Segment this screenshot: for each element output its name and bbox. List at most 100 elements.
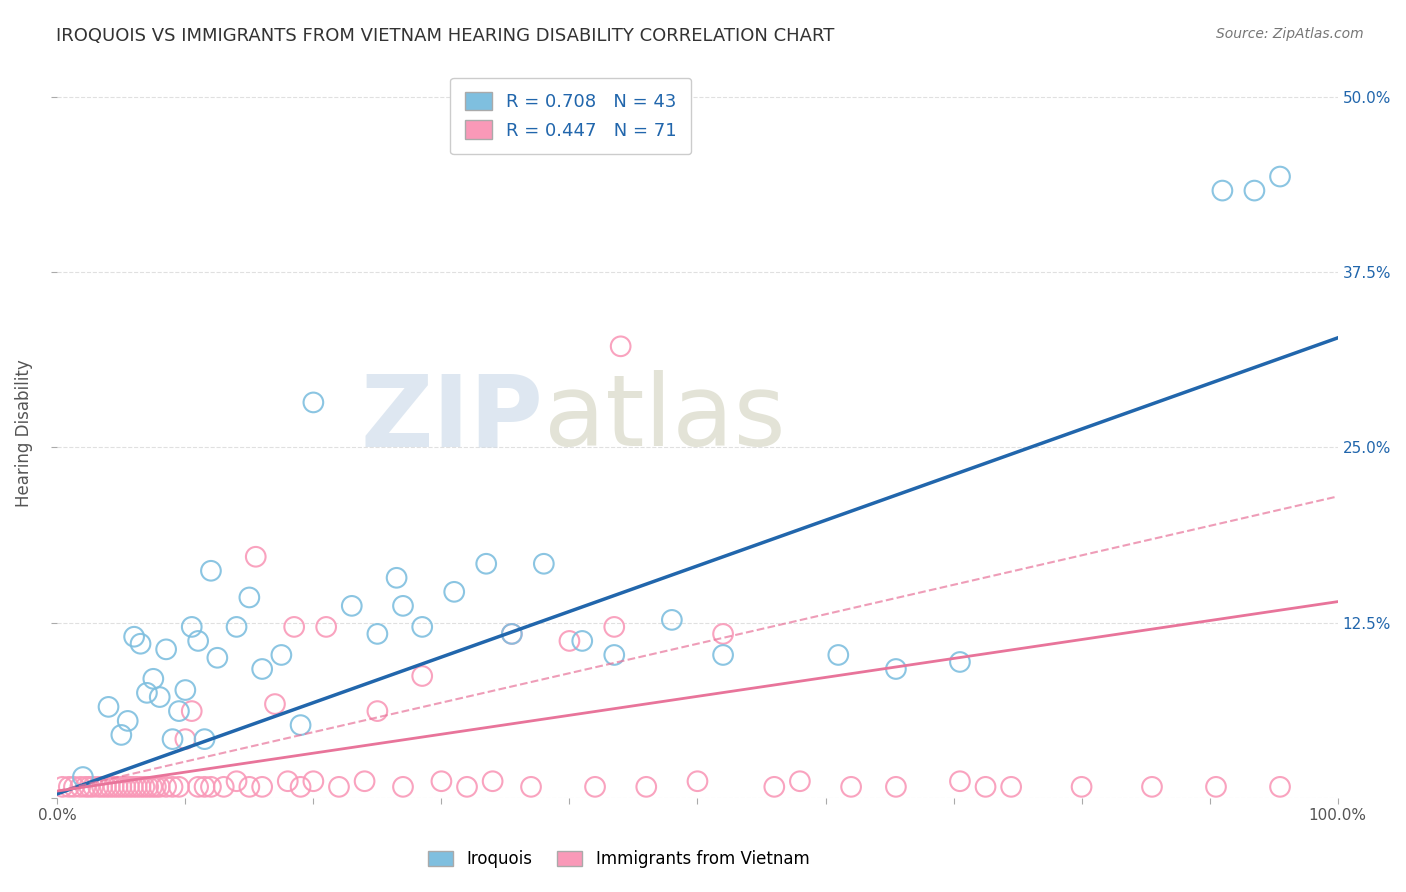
Point <box>501 627 523 641</box>
Point <box>636 780 658 794</box>
Point <box>167 704 190 718</box>
Point <box>340 599 363 613</box>
Point <box>118 780 141 794</box>
Point <box>385 571 408 585</box>
Point <box>212 780 235 794</box>
Point <box>149 690 172 704</box>
Point <box>207 650 229 665</box>
Point <box>180 704 202 718</box>
Point <box>187 634 209 648</box>
Point <box>1140 780 1163 794</box>
Point <box>411 669 433 683</box>
Point <box>91 780 114 794</box>
Point <box>245 549 267 564</box>
Point <box>155 642 177 657</box>
Point <box>839 780 862 794</box>
Point <box>187 780 209 794</box>
Point <box>711 648 734 662</box>
Point <box>1070 780 1092 794</box>
Point <box>63 780 86 794</box>
Point <box>145 780 167 794</box>
Point <box>392 599 415 613</box>
Text: ZIP: ZIP <box>361 370 544 467</box>
Point <box>270 648 292 662</box>
Point <box>763 780 786 794</box>
Point <box>609 339 631 353</box>
Point <box>149 780 172 794</box>
Point <box>411 620 433 634</box>
Point <box>121 780 143 794</box>
Point <box>200 564 222 578</box>
Point <box>110 728 132 742</box>
Point <box>129 780 152 794</box>
Point <box>558 634 581 648</box>
Point <box>501 627 523 641</box>
Point <box>283 620 305 634</box>
Point <box>155 780 177 794</box>
Point <box>481 774 503 789</box>
Point <box>79 780 101 794</box>
Point <box>162 780 184 794</box>
Point <box>302 774 325 789</box>
Point <box>87 780 110 794</box>
Point <box>302 395 325 409</box>
Point <box>1268 780 1291 794</box>
Point <box>949 774 972 789</box>
Point <box>827 648 849 662</box>
Point <box>711 627 734 641</box>
Point <box>136 686 159 700</box>
Point <box>58 780 80 794</box>
Legend: Iroquois, Immigrants from Vietnam: Iroquois, Immigrants from Vietnam <box>422 844 815 875</box>
Point <box>141 780 163 794</box>
Point <box>475 557 498 571</box>
Point <box>974 780 997 794</box>
Point <box>315 620 337 634</box>
Y-axis label: Hearing Disability: Hearing Disability <box>15 359 32 508</box>
Point <box>72 770 94 784</box>
Point <box>1211 184 1233 198</box>
Text: Source: ZipAtlas.com: Source: ZipAtlas.com <box>1216 27 1364 41</box>
Point <box>686 774 709 789</box>
Point <box>366 704 388 718</box>
Point <box>162 732 184 747</box>
Point <box>884 780 907 794</box>
Point <box>1268 169 1291 184</box>
Point <box>142 672 165 686</box>
Point <box>134 780 156 794</box>
Point <box>571 634 593 648</box>
Point <box>583 780 606 794</box>
Point <box>82 780 104 794</box>
Point <box>949 655 972 669</box>
Point <box>353 774 375 789</box>
Text: atlas: atlas <box>544 370 786 467</box>
Point <box>290 718 312 732</box>
Point <box>238 780 260 794</box>
Point <box>456 780 478 794</box>
Point <box>238 591 260 605</box>
Point <box>603 648 626 662</box>
Point <box>290 780 312 794</box>
Point <box>1205 780 1227 794</box>
Point <box>174 683 197 698</box>
Point <box>129 637 152 651</box>
Point <box>225 620 247 634</box>
Point <box>114 780 136 794</box>
Point <box>98 780 121 794</box>
Point <box>225 774 247 789</box>
Point <box>51 780 73 794</box>
Point <box>97 699 120 714</box>
Point <box>180 620 202 634</box>
Point <box>250 662 273 676</box>
Point <box>430 774 453 789</box>
Point <box>122 630 145 644</box>
Point <box>117 714 139 728</box>
Point <box>264 697 287 711</box>
Point <box>174 732 197 747</box>
Point <box>520 780 543 794</box>
Point <box>884 662 907 676</box>
Point <box>136 780 159 794</box>
Point <box>1243 184 1265 198</box>
Point <box>661 613 683 627</box>
Point <box>603 620 626 634</box>
Text: IROQUOIS VS IMMIGRANTS FROM VIETNAM HEARING DISABILITY CORRELATION CHART: IROQUOIS VS IMMIGRANTS FROM VIETNAM HEAR… <box>56 27 835 45</box>
